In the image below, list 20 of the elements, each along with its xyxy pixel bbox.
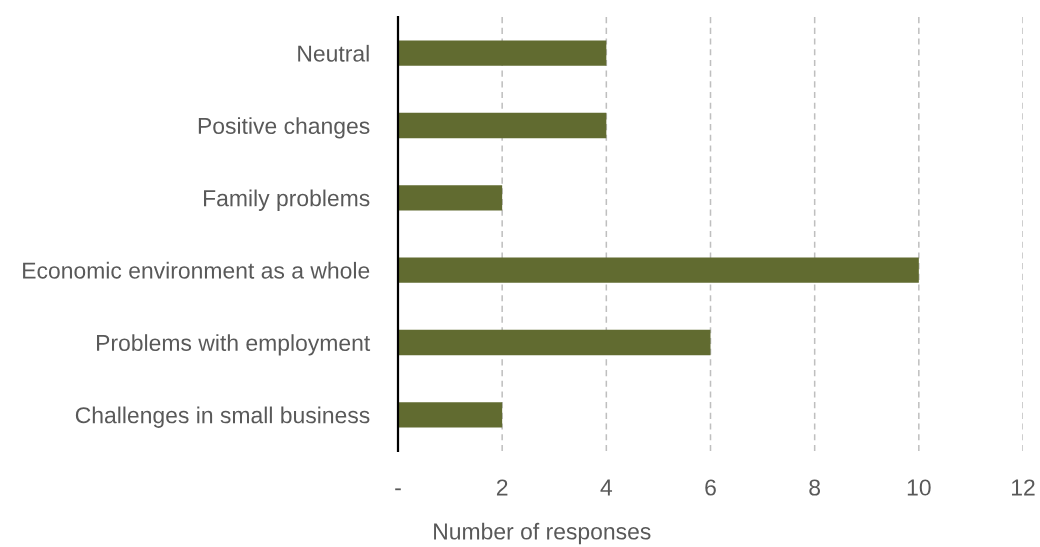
- x-tick-label: 4: [600, 479, 613, 496]
- y-tick-label: Challenges in small business: [75, 406, 370, 428]
- x-tick-label: -: [395, 488, 401, 491]
- y-tick-label: Positive changes: [198, 117, 370, 139]
- bar: [398, 40, 607, 66]
- y-tick-label: Neutral: [298, 44, 369, 62]
- bar: [398, 257, 919, 283]
- x-tick-label: 12: [1012, 479, 1035, 496]
- x-tick-label: 2: [496, 479, 508, 496]
- x-tick-label: 6: [705, 479, 716, 496]
- bar: [398, 402, 503, 428]
- bar: [398, 185, 503, 211]
- x-tick-label: 8: [809, 479, 821, 496]
- x-tick-label: 10: [907, 479, 931, 496]
- bar: [398, 329, 711, 356]
- y-tick-label: Family problems: [204, 189, 370, 211]
- bar: [398, 112, 607, 139]
- y-tick-label: Economic environment as a whole: [23, 261, 370, 279]
- y-tick-label: Problems with employment: [97, 334, 371, 356]
- x-axis-title: Number of responses: [434, 522, 651, 545]
